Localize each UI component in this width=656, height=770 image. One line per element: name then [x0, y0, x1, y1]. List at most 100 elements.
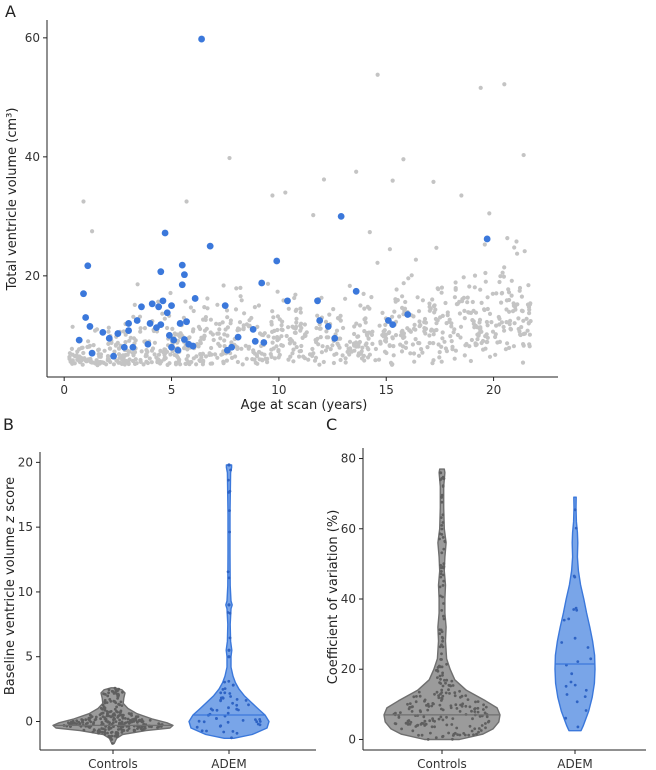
- control-point: [98, 354, 103, 359]
- controls-violin-point: [484, 705, 488, 709]
- adem-point: [389, 321, 397, 329]
- controls-violin-point: [442, 617, 446, 621]
- adem-violin-point: [573, 683, 577, 687]
- controls-violin-point: [445, 662, 448, 666]
- y-tick-label: 10: [18, 585, 33, 599]
- control-point: [407, 328, 412, 333]
- control-point: [272, 356, 277, 361]
- control-point: [249, 315, 254, 321]
- control-point: [288, 354, 293, 359]
- control-point: [392, 309, 397, 314]
- controls-violin-point: [483, 711, 487, 715]
- control-point: [310, 353, 315, 358]
- control-point: [402, 306, 408, 311]
- control-point: [526, 320, 532, 325]
- control-point: [507, 345, 512, 350]
- control-point: [208, 317, 213, 322]
- control-point: [199, 355, 204, 360]
- controls-violin-point: [478, 715, 482, 718]
- adem-violin-point: [256, 722, 260, 726]
- adem-point: [249, 326, 257, 333]
- control-point: [213, 352, 218, 357]
- control-point: [237, 320, 243, 325]
- control-point: [433, 316, 438, 322]
- control-point: [447, 317, 452, 322]
- controls-violin-point: [126, 717, 130, 721]
- controls-violin-point: [458, 710, 462, 713]
- controls-violin-point: [127, 712, 131, 715]
- control-point: [393, 297, 398, 302]
- control-point: [116, 346, 122, 351]
- control-point: [338, 318, 343, 323]
- controls-violin-point: [440, 658, 443, 661]
- control-point: [348, 346, 353, 351]
- controls-violin-point: [445, 678, 449, 682]
- control-point: [347, 283, 352, 288]
- control-point: [482, 242, 487, 247]
- adem-point: [144, 340, 152, 348]
- control-point: [77, 347, 82, 352]
- control-point: [478, 85, 483, 90]
- controls-violin-point: [471, 717, 474, 721]
- control-point: [187, 335, 192, 340]
- control-point: [102, 348, 107, 353]
- controls-violin-point: [451, 684, 455, 687]
- controls-violin-point: [441, 485, 445, 488]
- control-point: [481, 347, 486, 352]
- controls-violin-point: [400, 727, 403, 731]
- control-point: [183, 299, 188, 304]
- adem-point: [234, 333, 242, 341]
- controls-violin-point: [442, 547, 446, 551]
- controls-violin-point: [434, 669, 438, 672]
- adem-point: [157, 268, 165, 276]
- control-point: [283, 190, 288, 195]
- y-tick-label: 0: [348, 732, 356, 746]
- control-point: [222, 332, 227, 337]
- controls-violin-point: [92, 728, 96, 732]
- controls-violin-point: [90, 715, 94, 718]
- control-point: [209, 345, 214, 351]
- control-point: [141, 362, 146, 367]
- control-point: [202, 305, 207, 310]
- controls-violin-point: [473, 710, 477, 713]
- controls-violin-point: [132, 728, 136, 732]
- control-point: [83, 358, 88, 363]
- control-point: [457, 311, 462, 316]
- controls-violin-point: [440, 635, 444, 639]
- control-point: [256, 303, 261, 308]
- control-point: [138, 326, 143, 331]
- control-point: [452, 327, 457, 332]
- control-point: [215, 302, 220, 307]
- controls-violin-point: [441, 671, 444, 675]
- control-point: [376, 357, 382, 362]
- controls-violin-point: [406, 702, 409, 706]
- control-point: [522, 331, 528, 336]
- control-point: [123, 340, 128, 345]
- control-point: [449, 339, 454, 344]
- x-tick-label: 10: [271, 383, 286, 397]
- control-point: [375, 260, 380, 265]
- controls-violin-point: [120, 704, 124, 707]
- adem-violin-point: [560, 641, 564, 644]
- controls-violin-point: [442, 579, 446, 583]
- controls-violin-point: [116, 689, 119, 693]
- control-point: [280, 343, 285, 348]
- control-point: [302, 322, 307, 327]
- control-point: [382, 349, 388, 354]
- adem-point: [129, 343, 137, 351]
- control-point: [459, 193, 464, 198]
- control-point: [427, 333, 432, 338]
- control-point: [123, 332, 128, 337]
- control-point: [293, 292, 298, 297]
- controls-violin-point: [417, 733, 420, 737]
- controls-violin-point: [110, 689, 114, 693]
- control-point: [272, 328, 277, 333]
- control-point: [354, 344, 359, 349]
- control-point: [393, 333, 399, 338]
- controls-violin-point: [117, 702, 120, 706]
- adem-violin-point: [223, 680, 227, 684]
- controls-violin-point: [462, 732, 466, 735]
- y-tick-label: 15: [18, 520, 33, 534]
- controls-violin-point: [428, 719, 432, 723]
- control-point: [293, 308, 298, 313]
